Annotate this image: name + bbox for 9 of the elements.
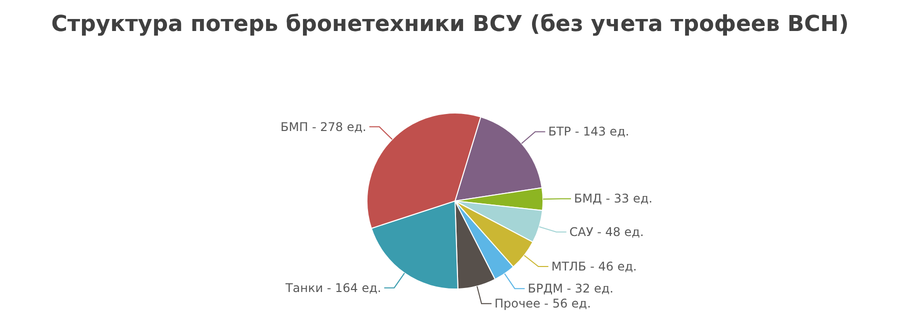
slice-label: Танки - 164 ед. <box>284 280 382 295</box>
slice-label: БМП - 278 ед. <box>280 120 366 134</box>
slice-label: БМД - 33 ед. <box>574 192 652 206</box>
slice-label: БТР - 143 ед. <box>548 124 630 139</box>
slice-label: МТЛБ - 46 ед. <box>551 259 637 274</box>
chart-title: Структура потерь бронетехники ВСУ (без учета трофеев ВСН) <box>50 12 850 37</box>
slice-label: САУ - 48 ед. <box>569 224 644 239</box>
slice-label: БРДМ - 32 ед. <box>528 282 614 296</box>
slice-label: Прочее - 56 ед. <box>494 296 591 311</box>
